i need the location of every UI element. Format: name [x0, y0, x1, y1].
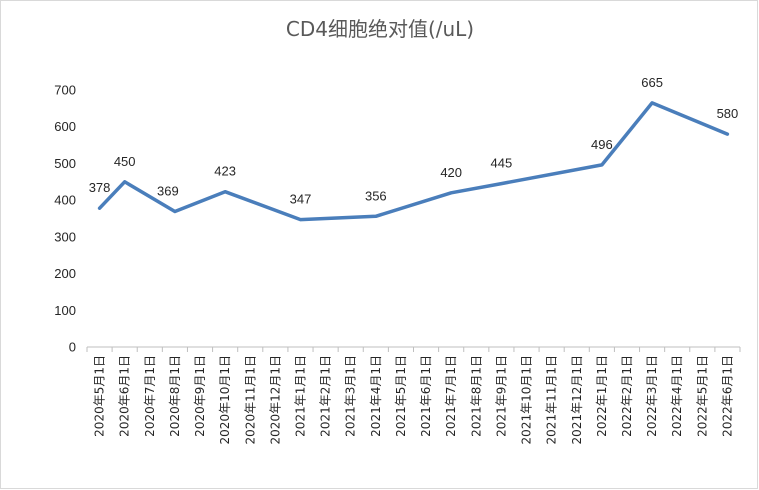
x-tick-label: 2021年3月1日	[344, 355, 358, 437]
x-tick-label: 2022年4月1日	[670, 355, 684, 437]
y-tick-label: 700	[54, 83, 76, 98]
x-tick-label: 2021年12月1日	[570, 355, 584, 444]
x-tick-label: 2020年11月1日	[243, 355, 257, 444]
series-line	[97, 101, 730, 222]
data-label: 347	[290, 192, 312, 207]
data-label: 423	[214, 164, 236, 179]
x-tick-label: 2022年5月1日	[695, 355, 709, 437]
x-tick-label: 2020年7月1日	[143, 355, 157, 437]
x-tick-label: 2020年12月1日	[268, 355, 282, 444]
data-label: 580	[717, 106, 739, 121]
x-tick-label: 2020年9月1日	[193, 355, 207, 437]
y-tick-label: 500	[54, 156, 76, 171]
x-tick-label: 2020年10月1日	[218, 355, 232, 444]
x-tick-label: 2020年5月1日	[93, 355, 107, 437]
y-tick-label: 400	[54, 193, 76, 208]
data-label: 445	[491, 156, 513, 171]
x-tick-label: 2022年6月1日	[720, 355, 734, 437]
x-tick-label: 2021年8月1日	[469, 355, 483, 437]
data-label: 665	[641, 75, 663, 90]
x-tick-label: 2022年1月1日	[595, 355, 609, 437]
x-tick-label: 2021年7月1日	[444, 355, 458, 437]
data-label: 378	[89, 180, 111, 195]
y-tick-label: 600	[54, 119, 76, 134]
x-tick-label: 2021年9月1日	[494, 355, 508, 437]
x-tick-label: 2021年10月1日	[520, 355, 534, 444]
x-axis: 2020年5月1日 2020年6月1日 2020年7月1日 2020年8月1日 2020…	[86, 346, 741, 444]
data-label: 450	[114, 154, 136, 169]
y-tick-label: 100	[54, 303, 76, 318]
y-axis-ticks: 0 100 200 300 400 500 600 700	[54, 83, 76, 355]
y-tick-label: 200	[54, 266, 76, 281]
data-label: 496	[591, 137, 613, 152]
x-tick-label: 2021年2月1日	[319, 355, 333, 437]
x-tick-label: 2021年6月1日	[419, 355, 433, 437]
x-tick-label: 2020年8月1日	[168, 355, 182, 437]
x-tick-label: 2021年4月1日	[369, 355, 383, 437]
x-tick-label: 2022年2月1日	[620, 355, 634, 437]
x-tick-label: 2020年6月1日	[118, 355, 132, 437]
data-label: 369	[157, 184, 179, 199]
chart-title: CD4细胞绝对值(/uL)	[286, 17, 474, 41]
series-group	[97, 101, 730, 222]
data-label: 420	[440, 165, 462, 180]
x-tick-label: 2022年3月1日	[645, 355, 659, 437]
y-tick-label: 300	[54, 229, 76, 244]
data-label: 356	[365, 188, 387, 203]
y-tick-label: 0	[69, 340, 76, 355]
x-tick-label: 2021年5月1日	[394, 355, 408, 437]
x-tick-label: 2021年1月1日	[293, 355, 307, 437]
x-tick-label: 2021年11月1日	[545, 355, 559, 444]
